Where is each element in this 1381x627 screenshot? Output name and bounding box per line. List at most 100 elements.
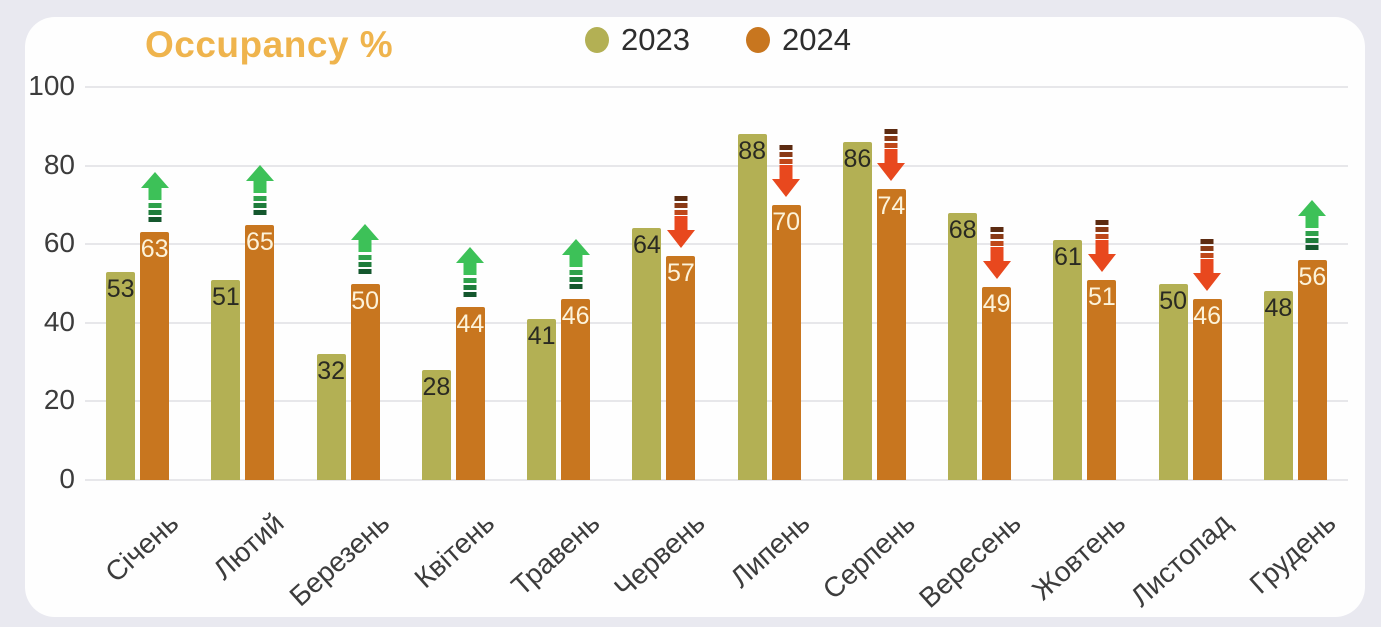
- month-label: Липень: [724, 507, 816, 594]
- bar-value-label: 86: [843, 145, 872, 174]
- y-tick-label: 60: [43, 227, 75, 259]
- bar-2023: 32: [316, 354, 346, 480]
- month-label: Листопад: [1124, 507, 1237, 613]
- bar-group: 61 51 Жовтень: [1027, 87, 1137, 606]
- bar-2024: 65: [245, 224, 275, 480]
- month-label: Березень: [282, 507, 395, 613]
- bar-value-label: 28: [422, 372, 451, 401]
- trend-down-icon: [1087, 219, 1116, 272]
- bar-value-label: 51: [211, 282, 240, 311]
- gridline: [85, 479, 1348, 481]
- legend-label: 2023: [621, 22, 690, 57]
- gridline: [85, 400, 1348, 403]
- bar-2023: 86: [842, 142, 872, 480]
- bar-2023: 50: [1158, 283, 1188, 480]
- trend-down-icon: [982, 227, 1011, 280]
- bar-value-label: 64: [632, 231, 661, 260]
- gridline: [85, 243, 1348, 246]
- bar-group: 41 46 Травень: [505, 87, 611, 602]
- bar-2023: 64: [632, 228, 662, 480]
- month-label: Вересень: [912, 507, 1027, 614]
- month-label: Жовтень: [1026, 507, 1132, 606]
- trend-up-icon: [561, 239, 590, 290]
- bar-2023: 28: [421, 369, 451, 480]
- bar-2023: 53: [106, 271, 136, 480]
- legend-swatch-icon: [585, 27, 609, 53]
- month-label: Січень: [99, 507, 185, 589]
- trend-arrow-up: [1297, 199, 1327, 252]
- gridline: [85, 86, 1348, 88]
- trend-arrow-up: [455, 247, 485, 299]
- bar-value-label: 46: [561, 302, 590, 331]
- bar-value-label: 44: [456, 310, 485, 339]
- legend-label: 2024: [781, 22, 851, 57]
- legend-item-2024: 2024: [745, 22, 851, 58]
- trend-down-icon: [877, 129, 906, 182]
- bar-2024: 49: [982, 287, 1012, 480]
- bar-2024: 46: [1192, 299, 1222, 480]
- trend-arrow-up: [561, 239, 591, 291]
- gridline: [85, 321, 1348, 324]
- bar-value-label: 56: [1298, 262, 1327, 291]
- trend-down-icon: [1193, 239, 1222, 292]
- legend: 2023 2024: [585, 22, 851, 58]
- y-tick-label: 40: [43, 305, 75, 337]
- trend-arrow-up: [140, 172, 170, 224]
- bar-2024: 57: [666, 256, 696, 480]
- bar-2023: 51: [211, 279, 241, 480]
- trend-arrow-down: [876, 129, 906, 182]
- bar-group: 64 57 Червень: [608, 87, 716, 604]
- bar-value-label: 88: [738, 137, 767, 166]
- month-label: Серпень: [817, 507, 922, 606]
- bar-value-label: 57: [666, 259, 695, 287]
- bar-value-label: 61: [1053, 243, 1082, 272]
- trend-arrow-down: [666, 196, 696, 248]
- month-label: Грудень: [1244, 507, 1343, 600]
- bar-value-label: 74: [877, 192, 906, 221]
- bar-value-label: 51: [1087, 282, 1116, 311]
- bar-group: 48 56 Грудень: [1243, 87, 1348, 600]
- month-label: Червень: [608, 507, 711, 604]
- bar-group: 88 70 Липень: [717, 87, 822, 593]
- bar-value-label: 48: [1264, 294, 1293, 323]
- bar-value-label: 65: [245, 227, 274, 256]
- trend-up-icon: [1298, 199, 1327, 250]
- trend-arrow-down: [1192, 239, 1222, 292]
- bar-value-label: 68: [948, 215, 977, 244]
- bar-2024: 56: [1297, 259, 1327, 480]
- bar-value-label: 50: [351, 286, 380, 315]
- trend-down-icon: [772, 144, 801, 197]
- bar-value-label: 70: [772, 207, 801, 236]
- trend-arrow-up: [245, 164, 275, 217]
- bar-group: 68 49 Вересень: [913, 87, 1032, 614]
- bar-value-label: 41: [527, 321, 556, 350]
- trend-arrow-down: [771, 144, 801, 197]
- trend-down-icon: [666, 196, 695, 248]
- bar-group: 50 46 Листопад: [1125, 87, 1243, 612]
- trend-up-icon: [245, 164, 274, 215]
- trend-arrow-down: [982, 227, 1012, 280]
- month-label: Квітень: [408, 507, 501, 594]
- month-label: Лютий: [207, 507, 290, 586]
- bar-group: 53 63 Січень: [85, 87, 190, 588]
- bar-value-label: 63: [140, 235, 169, 264]
- trend-arrow-up: [350, 223, 380, 276]
- chart-title: Occupancy %: [145, 24, 394, 65]
- bar-group: 51 65 Лютий: [190, 87, 295, 585]
- bar-value-label: 32: [317, 357, 346, 386]
- bar-group: 28 44 Квітень: [401, 87, 506, 594]
- bar-2023: 41: [527, 318, 557, 480]
- trend-up-icon: [456, 247, 485, 298]
- legend-swatch-icon: [745, 27, 770, 53]
- y-tick-label: 80: [43, 148, 75, 180]
- legend-item-2023: 2023: [585, 22, 690, 58]
- bar-value-label: 49: [982, 290, 1011, 319]
- y-tick-label: 20: [43, 384, 75, 416]
- bar-2023: 48: [1263, 291, 1293, 480]
- trend-up-icon: [140, 172, 169, 223]
- bar-2024: 70: [771, 204, 801, 480]
- bar-2023: 68: [948, 212, 978, 480]
- bar-value-label: 53: [106, 274, 135, 303]
- bar-2023: 61: [1053, 240, 1083, 480]
